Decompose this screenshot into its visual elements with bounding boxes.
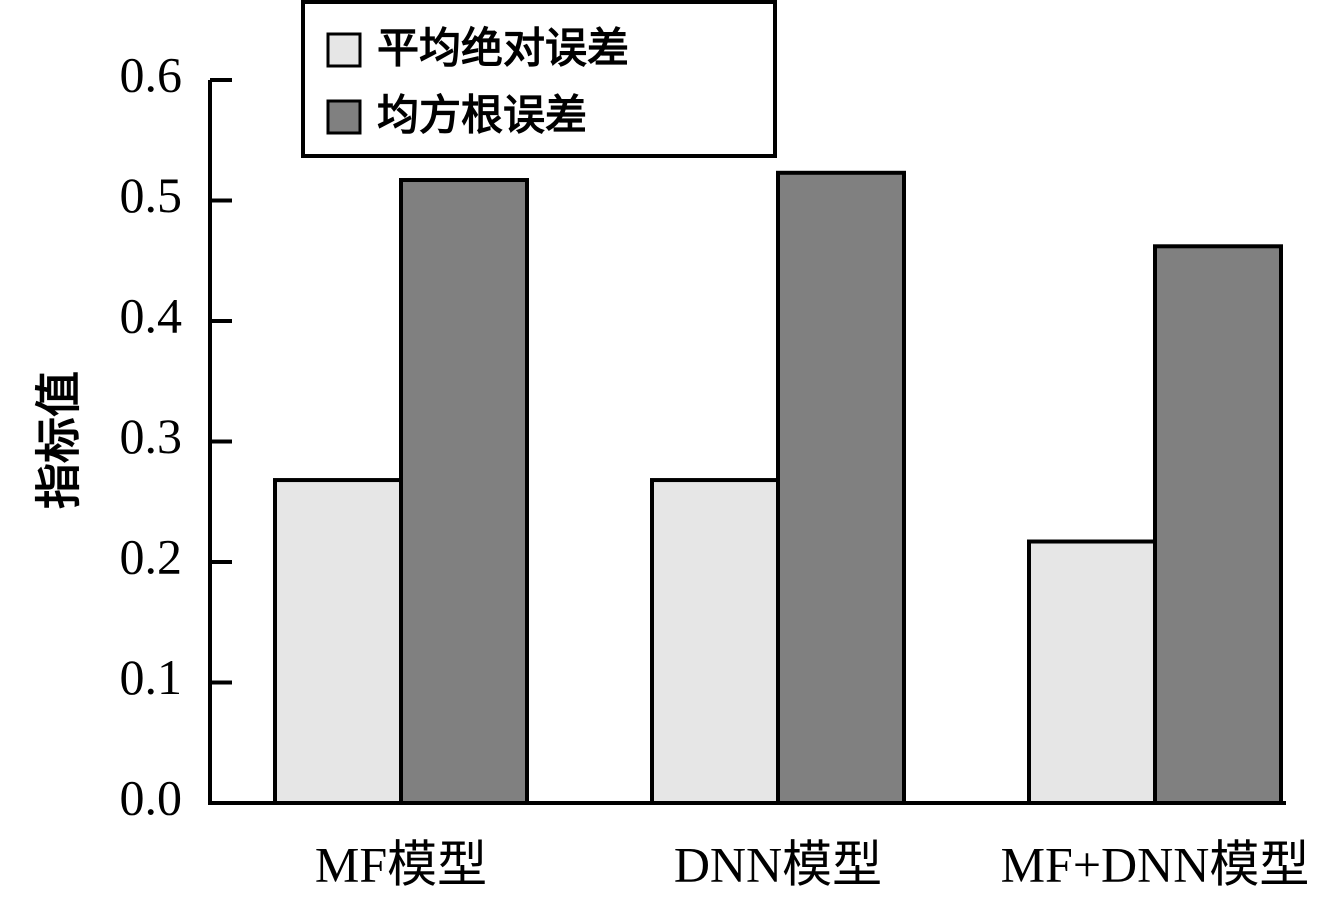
legend-label-mae: 平均绝对误差: [377, 24, 629, 73]
y-tick-label: 0.3: [120, 408, 183, 464]
bar-rmse: [399, 178, 529, 805]
y-ticks-layer: 0.0 0.1 0.2 0.3 0.4 0.5 0.6: [120, 46, 232, 825]
bar-mae: [650, 478, 780, 805]
y-tick-label: 0.6: [120, 46, 183, 102]
y-axis-title: 指标值: [32, 371, 86, 509]
y-tick-label: 0.1: [120, 649, 183, 705]
legend-label-rmse: 均方根误差: [377, 91, 587, 140]
legend-swatch-mae: [326, 32, 362, 68]
y-tick-label: 0.0: [120, 769, 183, 825]
bar-rmse: [776, 170, 906, 806]
legend: 平均绝对误差 均方根误差: [301, 0, 777, 158]
x-category-label: MF模型: [315, 836, 487, 892]
y-tick-label: 0.4: [120, 287, 183, 343]
legend-box: [301, 0, 777, 158]
bar-rmse: [1153, 244, 1283, 806]
x-category-label: MF+DNN模型: [1001, 836, 1310, 892]
bar-mae: [273, 478, 403, 805]
bars-layer: [273, 170, 1283, 806]
x-labels-layer: MF模型 DNN模型 MF+DNN模型: [315, 836, 1310, 892]
y-tick-label: 0.5: [120, 167, 183, 223]
legend-swatch-rmse: [326, 99, 362, 135]
x-category-label: DNN模型: [674, 836, 882, 892]
bar-mae: [1027, 539, 1157, 805]
y-tick-label: 0.2: [120, 528, 183, 584]
